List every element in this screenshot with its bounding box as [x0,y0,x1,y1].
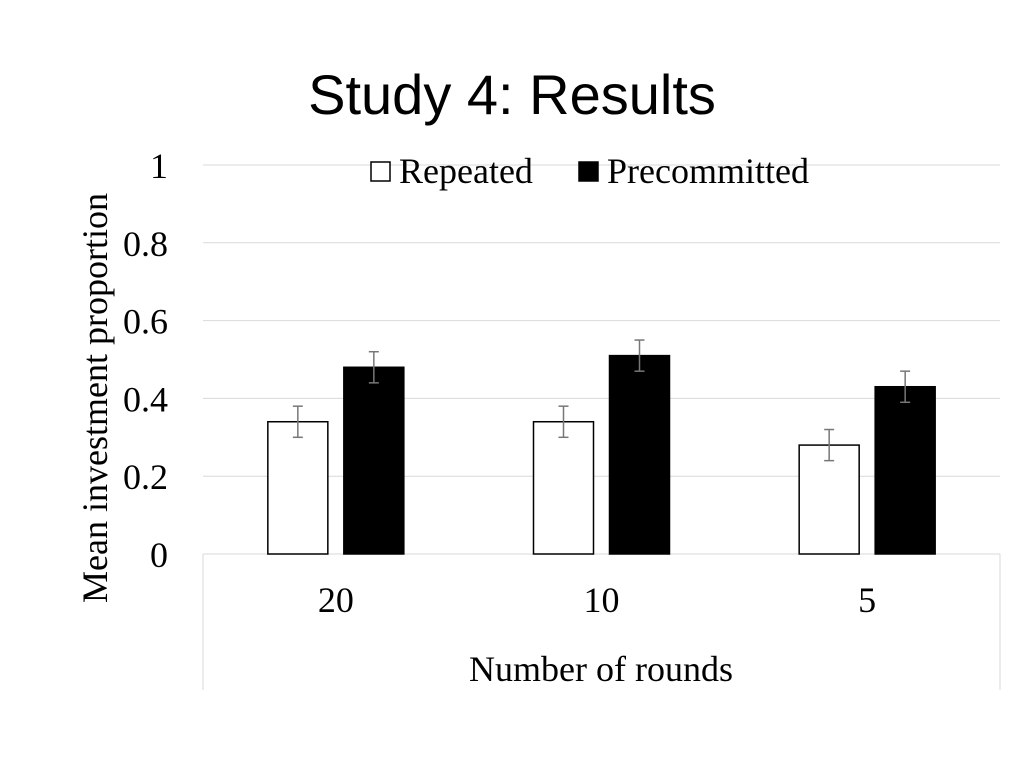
y-tick-label: 1 [150,146,168,186]
y-tick-labels: 0 0.2 0.4 0.6 0.8 1 [123,146,168,575]
bars [267,354,936,555]
legend-label-repeated: Repeated [399,151,533,191]
y-tick-label: 0.4 [123,379,168,419]
y-tick-label: 0 [150,535,168,575]
bar-repeated-20 [267,420,329,555]
bar-precommitted-10 [608,354,671,555]
legend-label-precommitted: Precommitted [607,151,809,191]
bar-precommitted-5 [874,385,936,555]
axis-frame [202,553,1001,690]
slide-title: Study 4: Results [308,63,716,126]
x-tick-label: 20 [318,580,354,620]
y-axis-label: Mean investment proportion [75,193,115,603]
y-tick-label: 0.6 [123,302,168,342]
x-axis-label: Number of rounds [469,649,733,689]
y-tick-label: 0.2 [123,457,168,497]
bar-precommitted-20 [343,366,405,555]
bar-repeated-10 [532,420,595,555]
x-tick-label: 10 [584,580,620,620]
x-tick-label: 5 [858,580,876,620]
x-tick-labels: 20 10 5 [318,580,876,620]
y-tick-label: 0.8 [123,224,168,264]
grid-lines [203,164,1000,477]
legend-swatch-precommitted [578,161,599,182]
legend: Repeated Precommitted [370,151,809,191]
bar-repeated-5 [798,444,860,555]
legend-swatch-repeated [370,161,391,182]
error-bars [292,339,911,462]
